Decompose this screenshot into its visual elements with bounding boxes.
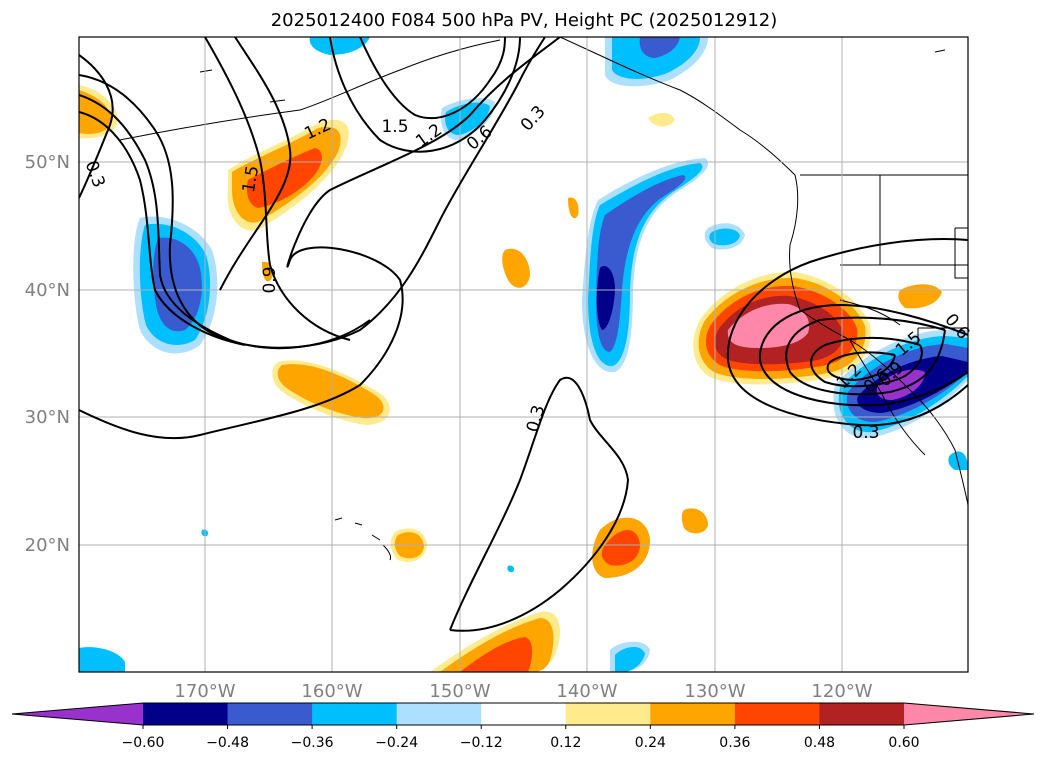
contour-1.2-a: [79, 111, 246, 346]
colorbar-tick-label: −0.12: [460, 735, 503, 751]
border-line-4: [839, 299, 901, 326]
colorbar-tick-label: −0.36: [291, 735, 334, 751]
contour-0.3-north: [79, 37, 561, 440]
contour-0.6-east: [758, 303, 968, 407]
small-islands: [199, 49, 946, 103]
colorbar-box: [734, 703, 820, 725]
lon-label-160w: 160°W: [301, 681, 362, 702]
colorbar-box: [312, 703, 398, 725]
map-panel: 0.3 1.2 1.5 1.2 0.6 0.3 1.5 0.9 0.6 0.3 …: [25, 36, 973, 702]
colorbar-tick-label: 0.60: [888, 735, 919, 751]
colorbar-box: [227, 703, 313, 725]
colorbar-tick-label: 0.12: [550, 735, 581, 751]
lon-label-120w: 120°W: [811, 681, 872, 702]
colorbar-box: [650, 703, 736, 725]
colorbar-box: [143, 703, 229, 725]
colorbar-tick-label: 0.36: [719, 735, 750, 751]
lat-label-20n: 20°N: [25, 535, 70, 556]
pv-blob-south-positive: [592, 517, 650, 578]
colorbar: −0.60 −0.48 −0.36 −0.24 −0.12 0.12 0.24 0.36 0.4…: [11, 702, 1035, 751]
colorbar-box: [396, 703, 482, 725]
lon-label-130w: 130°W: [684, 681, 745, 702]
hawaii-islands: [334, 517, 391, 561]
lat-label-30n: 30°N: [25, 407, 70, 428]
state-border-3: [917, 327, 968, 345]
colorbar-box: [819, 703, 905, 725]
north-america-coast: [559, 37, 968, 506]
colorbar-tick-label: 0.24: [635, 735, 666, 751]
aleutian-chain: [119, 39, 501, 141]
map-title: 2025012400 F084 500 hPa PV, Height PC (2…: [271, 10, 778, 31]
contour-label: 1.5: [381, 117, 408, 137]
coastlines: [119, 37, 968, 561]
pv-blob-north-negative-1: [309, 37, 370, 55]
pv-blob-central-positive: [272, 360, 390, 425]
contour-0.3-west: [79, 54, 114, 199]
lon-label-140w: 140°W: [556, 681, 617, 702]
colorbar-box: [481, 703, 567, 725]
height-pc-contours: [79, 37, 968, 632]
state-border-2: [954, 227, 968, 279]
contour-1.5-east: [826, 351, 896, 382]
pv-blob-alaska-negative: [605, 37, 708, 87]
gridlines: [79, 37, 968, 672]
contour-0.3-east: [726, 238, 968, 427]
contour-0.9-east: [785, 316, 946, 396]
contour-label: 1.5: [239, 164, 263, 194]
baja-peninsula: [849, 339, 926, 456]
pv-blob-small-1: [502, 248, 530, 288]
pv-blob-small-4: [648, 112, 675, 127]
lon-label-170w: 170°W: [174, 681, 235, 702]
contour-1.5-north: [359, 37, 506, 120]
colorbar-tick-label: −0.60: [122, 735, 165, 751]
contour-label: 0.3: [852, 423, 879, 443]
pv-blob-small-2: [568, 197, 579, 219]
pv-anomaly-fills: [79, 37, 968, 672]
colorbar-tick-label: −0.48: [206, 735, 249, 751]
contour-0.9: [79, 94, 371, 350]
contour-1.2-north: [329, 37, 521, 153]
pv-blob-west-negative: [133, 216, 218, 354]
pv-blob-bottom-positive: [430, 611, 560, 672]
state-borders: [840, 175, 968, 266]
contour-0.3-central: [449, 376, 630, 632]
longitude-labels: 170°W 160°W 150°W 140°W 130°W 120°W: [174, 681, 872, 702]
pv-blob-central-negative: [582, 158, 709, 373]
contour-1.5-b: [219, 37, 292, 291]
colorbar-tick-label: −0.24: [375, 735, 418, 751]
colorbar-tick-label: 0.48: [804, 735, 835, 751]
lon-label-150w: 150°W: [429, 681, 490, 702]
pv-blob-small-3: [681, 508, 708, 534]
contour-1.2-east: [810, 336, 923, 388]
colorbar-box: [565, 703, 651, 725]
lat-label-50n: 50°N: [25, 152, 70, 173]
contour-1.5-west: [204, 37, 351, 341]
latitude-labels: 50°N 40°N 30°N 20°N: [25, 152, 70, 556]
lat-label-40n: 40°N: [25, 280, 70, 301]
contour-label: 0.9: [260, 266, 280, 293]
colorbar-extend-min: [12, 703, 143, 725]
pv-blob-corner-negative: [79, 647, 125, 672]
map-frame: [78, 36, 969, 673]
colorbar-extend-max: [904, 703, 1034, 725]
